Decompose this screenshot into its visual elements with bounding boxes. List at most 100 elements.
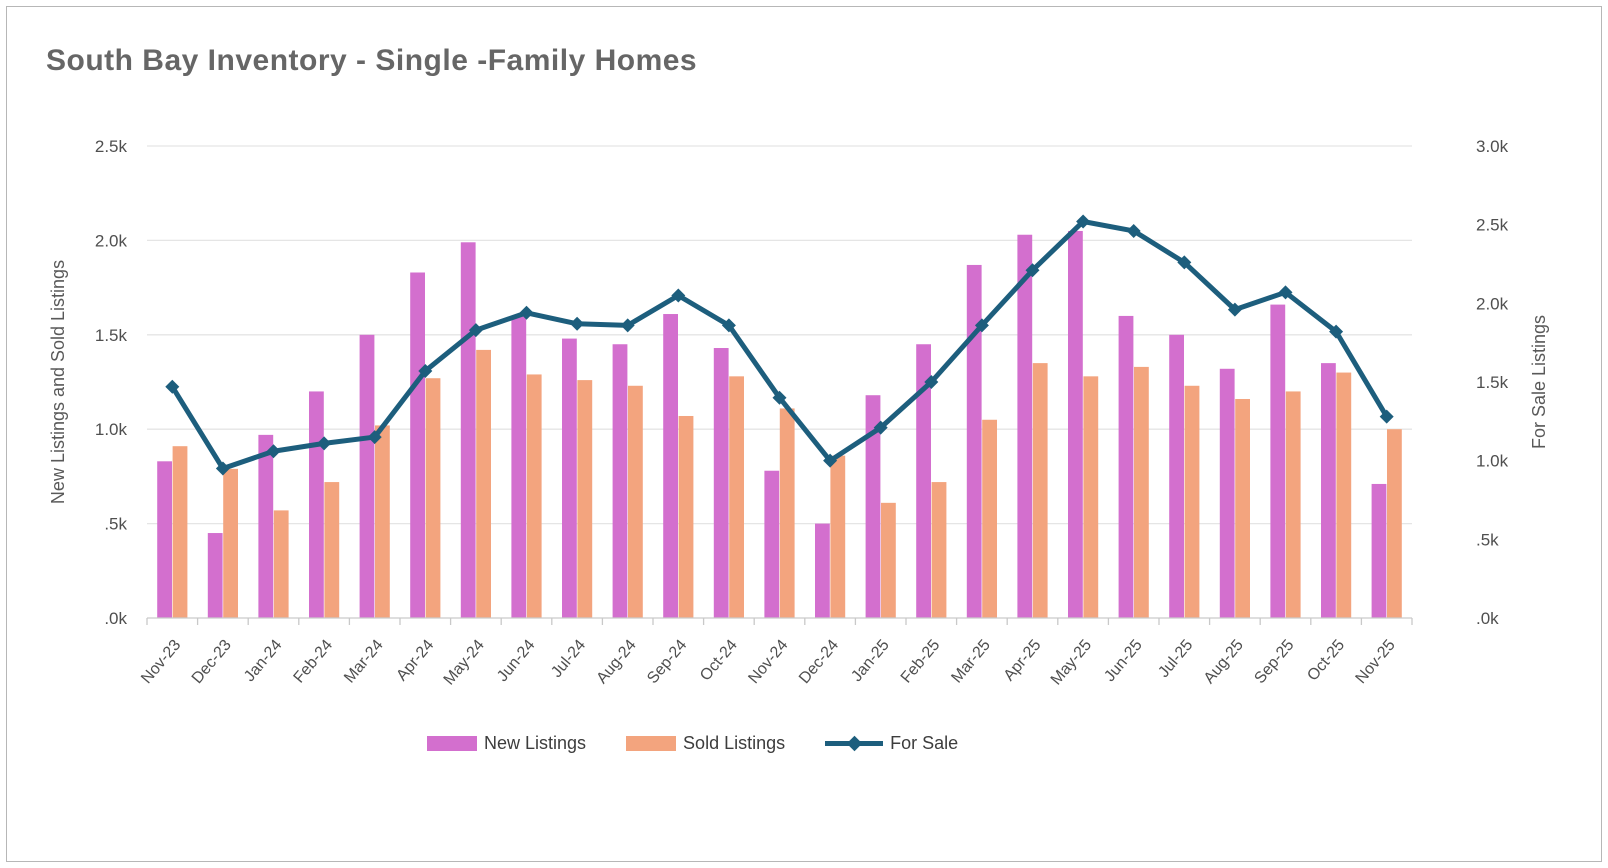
bar-new-listings [1118,315,1134,618]
bar-new-listings [1321,363,1336,618]
bar-sold-listings [1235,398,1250,618]
for-sale-marker [367,430,382,445]
x-tick-label: Apr-24 [393,637,437,685]
bar-sold-listings [273,510,289,618]
for-sale-marker [215,461,230,476]
x-tick-label: Dec-23 [189,637,235,688]
bar-new-listings [612,344,628,618]
for-sale-marker [1227,302,1242,317]
bar-new-listings [207,533,223,618]
bar-sold-listings [1387,429,1402,618]
for-sale-marker [1126,223,1141,238]
bar-sold-listings [881,502,896,618]
chart-plot-area: .0k .5k 1.0k 1.5k 2.0k 2.5k .0k .5k 1.0k 1.5k 2.0k… [48,137,1549,688]
x-tick-label: Jan-24 [241,637,286,685]
bar-sold-listings [1285,391,1301,618]
x-tick-label: Jun-24 [494,637,539,685]
x-tick-label: Apr-25 [1001,637,1045,685]
for-sale-marker [570,316,585,331]
bar-new-listings [511,315,527,618]
y-axis-left-title: New Listings and Sold Listings [48,260,68,504]
bar-sold-listings [1336,372,1352,618]
bar-sold-listings [172,446,188,618]
for-sale-marker [1278,285,1293,300]
bar-sold-listings [982,419,997,618]
for-sale-marker [772,390,787,405]
bar-sold-listings [628,385,643,618]
bar-new-listings [1270,304,1286,618]
x-tick-label: Jan-25 [848,637,893,685]
bar-new-listings [713,348,729,618]
y-tick-label-left: .5k [104,515,127,534]
legend-item-sold-listings[interactable]: Sold Listings [626,733,785,754]
for-sale-marker [1329,324,1344,339]
for-sale-marker [974,318,989,333]
x-tick-label: Sep-24 [644,637,690,688]
chart-title: South Bay Inventory - Single -Family Hom… [46,44,698,78]
x-tick-label: Nov-25 [1353,637,1399,688]
bar-sold-listings [375,425,390,618]
for-sale-marker [519,305,534,320]
x-tick-label: Jul-25 [1155,637,1196,681]
bar-sold-listings [223,468,238,618]
legend-diamond-icon [846,735,863,752]
y-tick-label-left: 1.0k [95,420,128,439]
bar-sold-listings [830,455,846,618]
bar-new-listings [966,264,982,618]
bar-sold-listings [577,380,593,618]
for-sale-marker [721,318,736,333]
bar-sold-listings [324,482,340,618]
bar-new-listings [916,344,931,618]
for-sale-line [169,219,1390,472]
bar-sold-listings [476,349,491,618]
bar-new-listings [663,314,678,618]
chart-card [6,6,1602,862]
y-tick-label-right: .0k [1476,609,1499,628]
y-tick-label-right: 1.0k [1476,452,1509,471]
legend-label-for-sale: For Sale [890,733,959,753]
x-tick-label: Feb-25 [898,637,944,687]
y-tick-label-right: 1.5k [1476,373,1509,392]
x-tick-label: Mar-24 [341,637,387,687]
x-tick-label: Jun-25 [1101,637,1146,685]
x-tick-label: Aug-24 [594,637,640,688]
bar-new-listings [258,434,274,618]
for-sale-marker [1379,409,1394,424]
bar-new-listings [157,461,172,618]
bar-new-listings [865,395,881,618]
bar-new-listings [1219,368,1235,618]
bar-sold-listings [1083,376,1099,618]
legend-item-new-listings[interactable]: New Listings [427,733,586,754]
for-sale-marker [317,436,332,451]
for-sale-marker [924,375,939,389]
bar-sold-listings [678,415,694,618]
bar-sold-listings [931,482,947,618]
bar-new-listings [460,242,476,618]
bar-new-listings [410,272,425,618]
y-tick-label-left: .0k [104,609,127,628]
bar-sold-listings [1032,363,1048,618]
for-sale-marker [1076,214,1091,229]
bar-new-listings [359,334,375,618]
for-sale-marker [1177,255,1192,270]
for-sale-marker [165,379,180,394]
bar-new-listings [562,338,577,618]
legend-swatch-sold-listings [626,736,677,751]
x-tick-label: Nov-23 [138,637,184,688]
bar-new-listings [309,391,324,618]
legend: New Listings Sold Listings For Sale [427,733,958,754]
bar-sold-listings [425,378,441,618]
y-tick-label-right: .5k [1476,530,1499,549]
legend-label-sold-listings: Sold Listings [683,733,786,753]
x-tick-label: Feb-24 [291,637,337,687]
legend-item-for-sale[interactable]: For Sale [825,733,958,754]
y-tick-label-left: 2.5k [95,137,128,156]
legend-swatch-new-listings [427,736,477,751]
for-sale-marker [671,288,686,303]
bar-sold-listings [779,408,795,618]
x-tick-label: Jul-24 [548,637,589,681]
y-tick-label-right: 2.5k [1476,216,1509,235]
bar-new-listings [764,470,780,618]
for-sale-marker [823,453,838,468]
for-sale-marker [873,420,888,435]
